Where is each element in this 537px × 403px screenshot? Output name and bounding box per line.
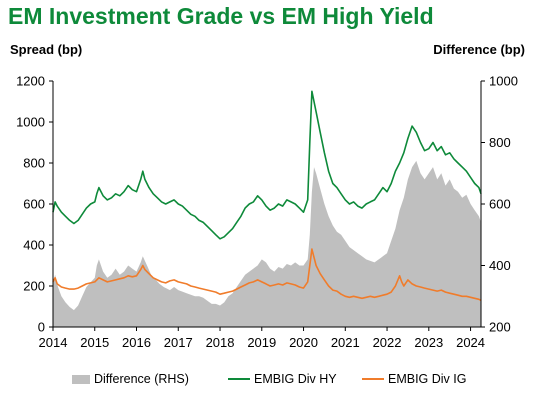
series-difference-area [53, 160, 481, 327]
x-tick-label: 2021 [331, 335, 360, 350]
legend-label-hy: EMBIG Div HY [254, 372, 337, 386]
x-tick-label: 2018 [206, 335, 235, 350]
line-layer [52, 90, 482, 302]
right-axis-label: Difference (bp) [433, 42, 525, 57]
legend-swatch-difference [72, 374, 90, 384]
left-tick-label: 400 [23, 238, 45, 253]
left-axis-label: Spread (bp) [10, 42, 83, 57]
right-tick-label: 800 [489, 135, 511, 150]
x-tick-label: 2022 [373, 335, 402, 350]
legend-item-ig: EMBIG Div IG [362, 369, 466, 389]
x-tick-label: 2020 [289, 335, 318, 350]
left-tick-label: 1200 [16, 74, 45, 89]
left-tick-label: 800 [23, 156, 45, 171]
legend: Difference (RHS) EMBIG Div HY EMBIG Div … [0, 369, 537, 391]
x-tick-label: 2019 [247, 335, 276, 350]
legend-swatch-hy [228, 378, 250, 380]
legend-item-hy: EMBIG Div HY [228, 369, 337, 389]
right-tick-label: 1000 [489, 74, 518, 89]
right-tick-label: 600 [489, 197, 511, 212]
x-tick-label: 2023 [414, 335, 443, 350]
series-ig-line [52, 248, 482, 302]
series-hy-line [52, 90, 482, 240]
right-tick-label: 200 [489, 320, 511, 335]
left-tick-label: 200 [23, 279, 45, 294]
x-tick-label: 2024 [456, 335, 485, 350]
right-tick-label: 400 [489, 258, 511, 273]
legend-label-ig: EMBIG Div IG [388, 372, 467, 386]
left-tick-label: 1000 [16, 115, 45, 130]
x-tick-label: 2017 [164, 335, 193, 350]
legend-swatch-ig [362, 378, 384, 380]
area-layer [53, 160, 481, 327]
chart-title: EM Investment Grade vs EM High Yield [8, 3, 434, 29]
x-tick-label: 2014 [39, 335, 68, 350]
x-tick-label: 2016 [122, 335, 151, 350]
legend-item-difference: Difference (RHS) [72, 369, 189, 389]
left-tick-label: 600 [23, 197, 45, 212]
axis-layer: 0 200 400 600 800 1000 1200 200 400 600 800 1000 201… [16, 74, 518, 351]
x-tick-label: 2015 [80, 335, 109, 350]
legend-label-difference: Difference (RHS) [94, 372, 189, 386]
left-tick-label: 0 [38, 320, 45, 335]
